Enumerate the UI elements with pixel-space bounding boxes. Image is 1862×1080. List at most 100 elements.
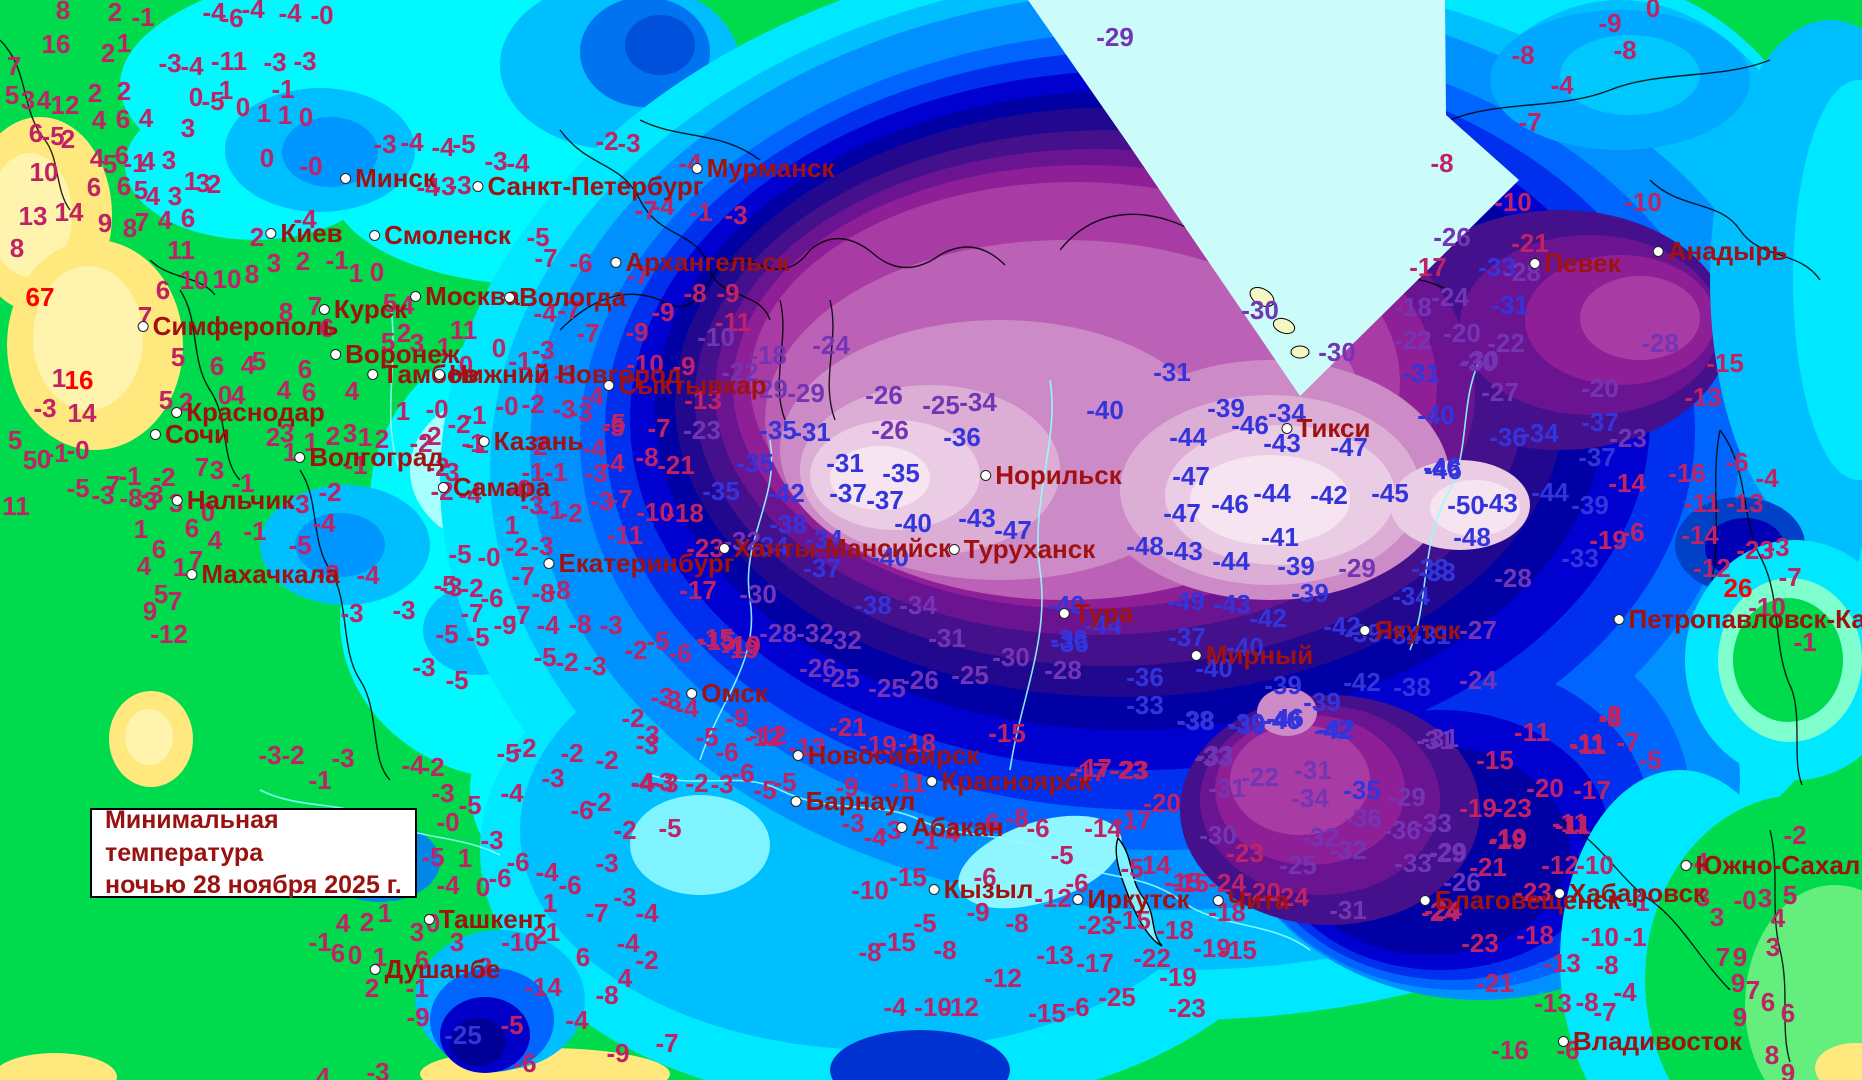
temp-label: -32 — [796, 618, 834, 648]
temp-label: -34 — [1383, 620, 1421, 650]
temp-label: 4 — [91, 105, 107, 135]
temp-label: -31 — [1329, 895, 1367, 925]
city-marker-icon — [1680, 859, 1692, 871]
temp-label: 5 — [4, 80, 20, 110]
temp-label: -6 — [715, 737, 739, 767]
temp-label: -6 — [1725, 447, 1749, 477]
temp-label: -1 — [308, 927, 332, 957]
temp-label: -5 — [500, 1010, 524, 1040]
temp-label: 0 — [259, 143, 275, 173]
city-marker-icon — [1212, 894, 1224, 906]
temp-label: -39 — [1277, 551, 1315, 581]
temp-label: 10 — [179, 265, 209, 295]
temp-label: 3 — [266, 248, 282, 278]
temp-label: -12 — [941, 992, 979, 1022]
temp-label: -3 — [553, 360, 577, 390]
temp-label: 5 — [7, 425, 23, 455]
temp-label: -19 — [1459, 793, 1497, 823]
temp-label: -1 — [915, 825, 939, 855]
city-label: Симферополь — [137, 313, 338, 339]
temp-label: -22 — [1394, 325, 1432, 355]
temp-label: 2 — [178, 387, 194, 417]
city-marker-icon — [423, 913, 435, 925]
temp-label: -33 — [1561, 543, 1599, 573]
temp-label: -3 — [134, 486, 158, 516]
city-marker-icon — [1058, 607, 1070, 619]
temp-label: -2 — [613, 815, 637, 845]
temp-label: -48 — [1453, 522, 1491, 552]
temp-label: -2 — [685, 768, 709, 798]
city-label: Киев — [265, 220, 343, 246]
temp-label: -3 — [636, 720, 660, 750]
temp-label: -5 — [41, 121, 65, 151]
city-marker-icon — [718, 542, 730, 554]
temp-label: -25 — [1279, 850, 1317, 880]
temp-label: 4 — [136, 551, 152, 581]
city-marker-icon — [367, 368, 379, 380]
temp-label: -15 — [1028, 998, 1066, 1028]
temp-label: 2 — [206, 169, 222, 199]
temp-label: -3 — [480, 825, 504, 855]
temp-label: 5 — [170, 342, 186, 372]
temp-label: -4 — [356, 560, 380, 590]
temp-label: 5 — [102, 149, 118, 179]
temp-label: -5 — [526, 222, 550, 252]
city-label: Санкт-Петербург — [472, 173, 704, 199]
temp-label: -3 — [448, 170, 472, 200]
temp-label: -4 — [1685, 847, 1709, 877]
temp-label: 4 — [315, 1062, 331, 1080]
temp-label: -4 — [241, 0, 265, 24]
temp-label: -28 — [759, 618, 797, 648]
temp-label: -21 — [1511, 228, 1549, 258]
temp-label: 0 — [217, 380, 233, 410]
temp-label: 7 — [6, 51, 22, 81]
temp-label: -10 — [1624, 187, 1662, 217]
temp-label: -15 — [889, 862, 927, 892]
temp-label: -4 — [431, 132, 455, 162]
temp-label: -5 — [753, 775, 777, 805]
temp-label: -17 — [1114, 805, 1152, 835]
temp-label: -11 — [1513, 717, 1551, 747]
temp-label: 6 — [209, 351, 225, 381]
temp-label: -15 — [1706, 348, 1744, 378]
temp-label: 0 — [235, 92, 251, 122]
temp-label: -10 — [1748, 592, 1786, 622]
city-label: Тамбов — [367, 361, 479, 387]
temp-label: -7 — [507, 600, 531, 630]
temp-label: 2 — [532, 920, 548, 950]
temp-label: -4 — [458, 479, 482, 509]
temp-label: 4 — [335, 908, 351, 938]
temp-label: -36 — [1489, 422, 1527, 452]
temp-label: -31 — [1153, 357, 1191, 387]
temp-label: -23 — [1736, 535, 1774, 565]
temp-label: -3 — [878, 815, 902, 845]
temp-label: -21 — [1476, 968, 1514, 998]
temp-label: -2 — [595, 126, 619, 156]
temp-label: -8 — [1595, 950, 1619, 980]
temp-label: 4 — [145, 181, 161, 211]
temp-label: -34 — [959, 387, 997, 417]
temp-label: 6 — [114, 140, 130, 170]
city-label: Омск — [686, 680, 768, 706]
temp-label: 6 — [1760, 987, 1776, 1017]
temp-label: 4 — [157, 205, 173, 235]
city-marker-icon — [340, 172, 352, 184]
temp-label: -5 — [445, 665, 469, 695]
temp-label: -0 — [508, 474, 532, 504]
temp-label: -30 — [1461, 345, 1499, 375]
temp-label: 1 — [277, 100, 293, 130]
city-label: Петропавловск-Камчатский — [1613, 606, 1862, 632]
temp-label: -3 — [650, 682, 674, 712]
city-label: Владивосток — [1557, 1028, 1742, 1054]
temp-label: -0 — [299, 151, 323, 181]
temp-label: -30 — [1199, 820, 1237, 850]
temp-label: -3 — [635, 730, 659, 760]
temp-label: -23 — [1078, 910, 1116, 940]
temp-label: -40 — [871, 542, 909, 572]
temp-label: -3 — [531, 335, 555, 365]
temp-label: -10 — [697, 322, 735, 352]
temp-label: -11 — [1554, 810, 1592, 840]
temp-label: -30 — [739, 579, 777, 609]
temp-label: -6 — [480, 583, 504, 613]
